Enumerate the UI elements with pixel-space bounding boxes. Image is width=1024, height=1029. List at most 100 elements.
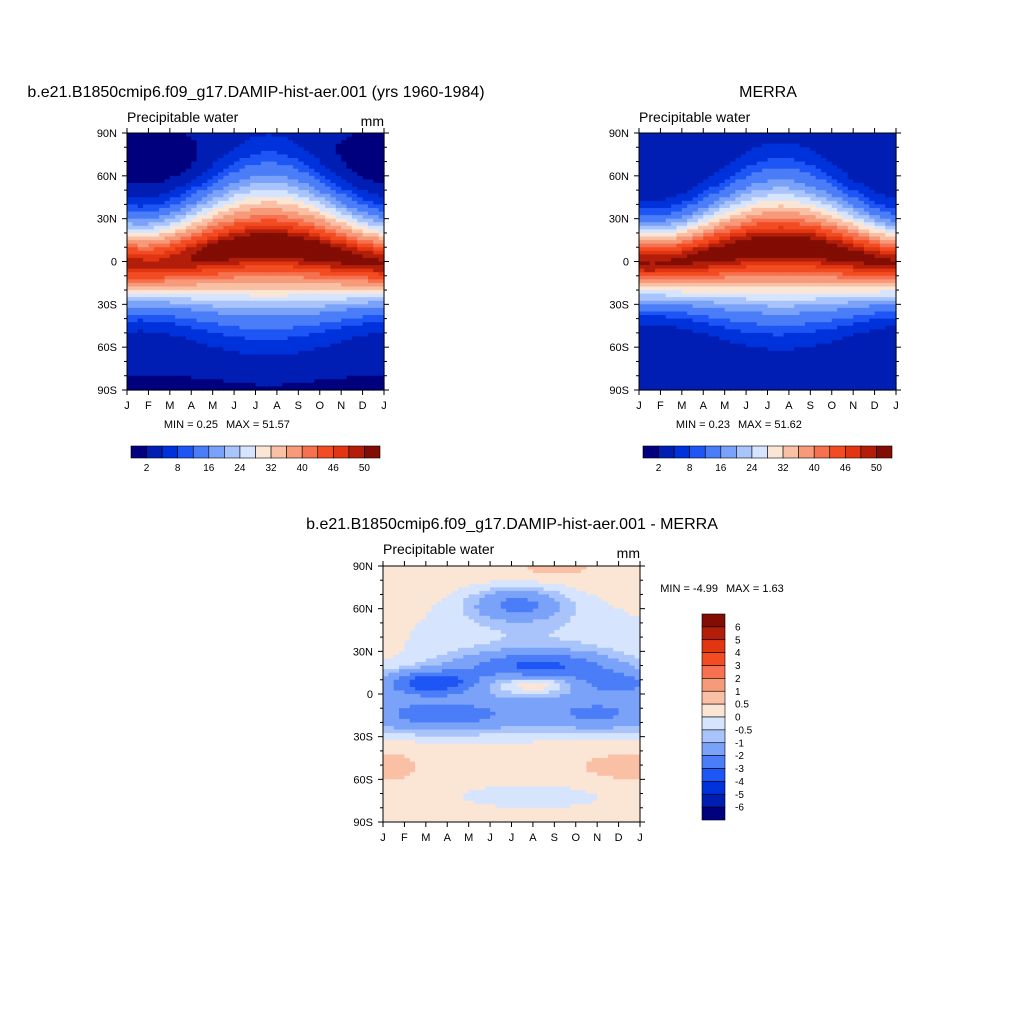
- contour-cell: [143, 290, 149, 294]
- contour-cell: [298, 308, 304, 312]
- contour-cell: [719, 169, 725, 173]
- contour-cell: [186, 262, 192, 266]
- contour-cell: [698, 383, 704, 387]
- contour-cell: [256, 379, 262, 383]
- contour-cell: [143, 176, 149, 180]
- contour-cell: [239, 272, 245, 276]
- contour-cell: [655, 179, 661, 183]
- contour-cell: [357, 254, 363, 258]
- contour-cell: [256, 294, 262, 298]
- contour-cell: [639, 229, 645, 233]
- contour-cell: [357, 311, 363, 315]
- contour-cell: [304, 229, 310, 233]
- contour-cell: [164, 365, 170, 369]
- contour-cell: [186, 212, 192, 216]
- contour-cell: [207, 151, 213, 155]
- colorbar-label: 32: [266, 463, 278, 474]
- contour-cell: [703, 279, 709, 283]
- contour-cell: [186, 247, 192, 251]
- contour-cell: [148, 229, 154, 233]
- contour-cell: [148, 165, 154, 169]
- contour-cell: [239, 154, 245, 158]
- contour-cell: [666, 319, 672, 323]
- contour-cell: [250, 279, 256, 283]
- contour-cell: [336, 240, 342, 244]
- contour-cell: [213, 308, 219, 312]
- contour-cell: [148, 372, 154, 376]
- contour-cell: [719, 229, 725, 233]
- contour-cell: [143, 272, 149, 276]
- contour-cell: [186, 344, 192, 348]
- contour-cell: [197, 265, 203, 269]
- contour-cell: [207, 283, 213, 287]
- contour-cell: [730, 183, 736, 187]
- contour-cell: [256, 333, 262, 337]
- contour-cell: [202, 187, 208, 191]
- contour-cell: [148, 379, 154, 383]
- contour-cell: [714, 176, 720, 180]
- contour-cell: [714, 272, 720, 276]
- contour-cell: [298, 197, 304, 201]
- contour-cell: [639, 333, 645, 337]
- contour-cell: [666, 276, 672, 280]
- contour-cell: [357, 140, 363, 144]
- contour-cell: [693, 215, 699, 219]
- contour-cell: [207, 176, 213, 180]
- contour-cell: [261, 311, 267, 315]
- contour-cell: [154, 262, 160, 266]
- contour-cell: [650, 344, 656, 348]
- contour-cell: [234, 290, 240, 294]
- contour-cell: [703, 283, 709, 287]
- contour-cell: [197, 315, 203, 319]
- contour-cell: [164, 233, 170, 237]
- contour-cell: [143, 151, 149, 155]
- contour-cell: [304, 254, 310, 258]
- contour-cell: [175, 179, 181, 183]
- contour-cell: [714, 258, 720, 262]
- contour-cell: [682, 233, 688, 237]
- contour-cell: [368, 272, 374, 276]
- contour-cell: [250, 351, 256, 355]
- contour-cell: [341, 322, 347, 326]
- contour-cell: [330, 251, 336, 255]
- contour-cell: [288, 194, 294, 198]
- contour-cell: [352, 208, 358, 212]
- contour-cell: [719, 365, 725, 369]
- contour-cell: [671, 326, 677, 330]
- contour-cell: [164, 222, 170, 226]
- contour-cell: [186, 172, 192, 176]
- contour-cell: [132, 262, 138, 266]
- contour-cell: [282, 147, 288, 151]
- contour-cell: [725, 162, 731, 166]
- contour-cell: [218, 133, 224, 137]
- contour-cell: [159, 379, 165, 383]
- contour-cell: [272, 290, 278, 294]
- contour-cell: [266, 333, 272, 337]
- contour-cell: [223, 237, 229, 241]
- contour-cell: [170, 311, 176, 315]
- contour-cell: [304, 247, 310, 251]
- contour-cell: [218, 369, 224, 373]
- contour-cell: [170, 254, 176, 258]
- contour-cell: [191, 144, 197, 148]
- contour-cell: [676, 215, 682, 219]
- contour-cell: [282, 169, 288, 173]
- contour-cell: [239, 137, 245, 141]
- contour-cell: [197, 294, 203, 298]
- contour-cell: [639, 276, 645, 280]
- contour-cell: [245, 322, 251, 326]
- contour-cell: [170, 233, 176, 237]
- contour-cell: [298, 372, 304, 376]
- contour-cell: [352, 361, 358, 365]
- colorbar-label: 2: [144, 463, 150, 474]
- contour-cell: [363, 137, 369, 141]
- contour-cell: [234, 351, 240, 355]
- contour-cell: [272, 301, 278, 305]
- contour-cell: [186, 311, 192, 315]
- contour-cell: [363, 179, 369, 183]
- contour-cell: [202, 344, 208, 348]
- contour-cell: [719, 326, 725, 330]
- contour-cell: [693, 272, 699, 276]
- contour-cell: [336, 294, 342, 298]
- contour-cell: [719, 372, 725, 376]
